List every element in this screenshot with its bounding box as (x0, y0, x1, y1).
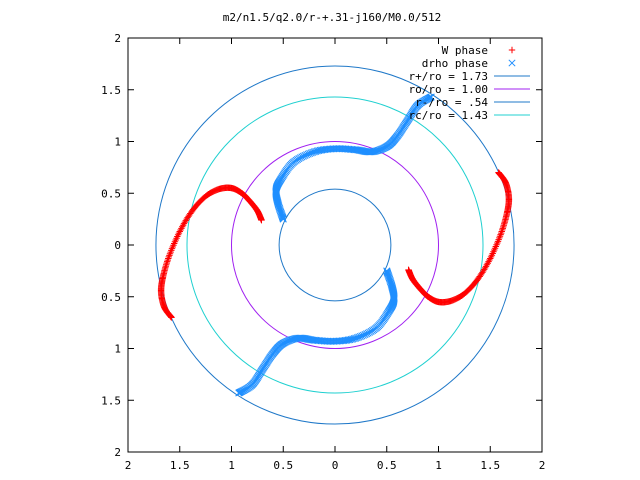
x-tick-label: 1.5 (170, 459, 190, 472)
data-point (385, 274, 393, 282)
circle-0 (155, 65, 515, 425)
x-tick-label: 2 (539, 459, 546, 472)
data-point (166, 252, 173, 259)
data-point (498, 228, 505, 235)
data-point (385, 272, 393, 281)
x-tick-label: 1 (435, 459, 442, 472)
legend-label: rc/ro = 1.43 (409, 109, 488, 122)
y-tick-label: 2 (114, 446, 121, 459)
data-point (496, 233, 504, 240)
y-tick-label: 2 (114, 32, 121, 45)
data-point (499, 226, 506, 234)
legend-label: ro/ro = 1.00 (409, 83, 488, 96)
series-1 (235, 93, 435, 397)
data-series (157, 93, 513, 397)
x-tick-label: 0.5 (273, 459, 293, 472)
y-tick-label: 1.5 (101, 84, 121, 97)
data-point (177, 226, 184, 234)
x-tick-label: 1 (228, 459, 235, 472)
series-0 (157, 169, 513, 321)
circle-2 (278, 188, 392, 302)
y-tick-label: 1 (114, 136, 121, 149)
y-tick-label: 1 (114, 343, 121, 356)
data-point (276, 207, 284, 215)
data-point (235, 389, 243, 397)
y-tick-label: 1.5 (101, 394, 121, 407)
data-point (277, 208, 285, 216)
data-point (164, 256, 171, 264)
y-tick-label: 0 (114, 239, 121, 252)
legend-label: r+/ro = 1.73 (409, 70, 488, 83)
data-point (278, 211, 286, 219)
data-point (165, 253, 173, 261)
data-point (277, 209, 285, 218)
reference-circles (155, 65, 515, 425)
legend-label: drho phase (422, 57, 488, 70)
x-tick-label: 0 (332, 459, 339, 472)
data-point (427, 93, 435, 101)
legend-marker (508, 59, 516, 67)
data-point (497, 229, 505, 237)
data-point (487, 255, 494, 262)
data-point (176, 228, 183, 235)
x-tick-label: 1.5 (480, 459, 500, 472)
circle-3 (186, 96, 484, 394)
data-point (386, 275, 394, 283)
data-point (486, 256, 493, 264)
data-point (168, 314, 175, 321)
data-point (166, 250, 174, 257)
data-point (165, 255, 172, 262)
circle-1 (231, 141, 439, 349)
data-point (276, 206, 284, 214)
chart-title: m2/n1.5/q2.0/r-+.31-j160/M0.0/512 (223, 11, 442, 24)
axis-ticks: 2 1.5 1 0.5 0 0.5 1 1.5 221.510.500.511.52 (101, 32, 545, 472)
data-point (384, 271, 392, 279)
legend-marker (508, 46, 516, 54)
y-tick-label: 0.5 (101, 187, 121, 200)
y-tick-label: 0.5 (101, 291, 121, 304)
x-tick-label: 0.5 (377, 459, 397, 472)
legend-label: r-/ro = .54 (415, 96, 488, 109)
legend-label: W phase (442, 44, 488, 57)
data-point (495, 169, 502, 176)
data-point (497, 231, 504, 238)
data-point (386, 276, 394, 284)
x-tick-label: 2 (125, 459, 132, 472)
